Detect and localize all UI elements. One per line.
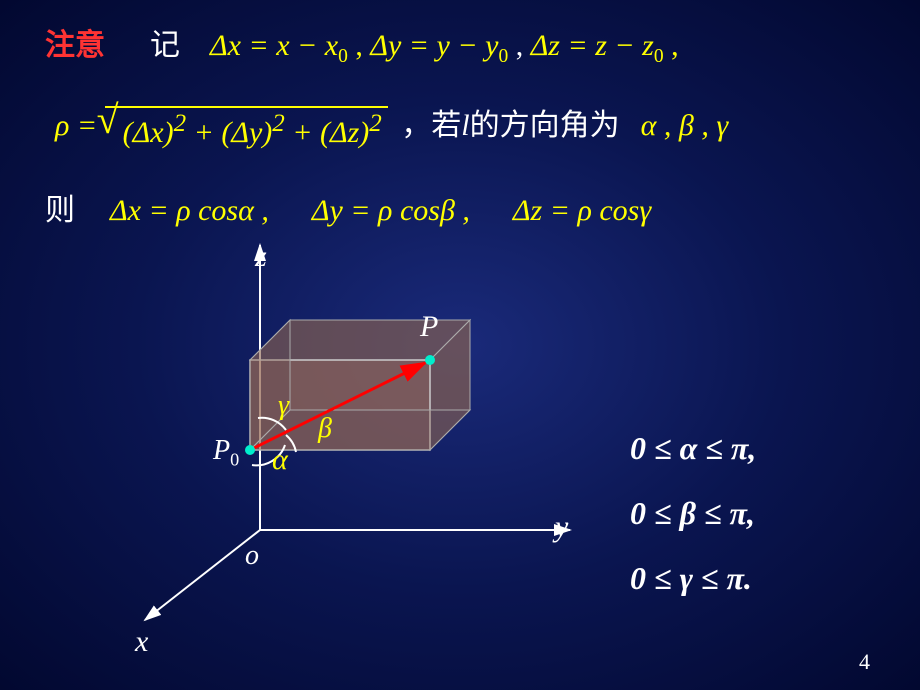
x-axis xyxy=(145,530,260,620)
page-number: 4 xyxy=(859,649,870,675)
eq-dy: Δy = y − y0 xyxy=(370,29,508,62)
beta-label: β xyxy=(318,413,332,445)
after-text: ，若l的方向角为 xyxy=(401,109,619,142)
ineq-beta: 0 ≤ β ≤ π, xyxy=(630,495,755,532)
attention-label: 注意 xyxy=(45,29,105,62)
ineq-alpha: 0 ≤ α ≤ π, xyxy=(630,430,756,467)
then-label: 则 xyxy=(45,194,75,227)
eq-dx: Δx = x − x0 xyxy=(210,29,348,62)
point-p xyxy=(425,355,435,365)
y-label: y xyxy=(555,510,568,544)
comma1: , xyxy=(355,29,370,62)
ineq-gamma: 0 ≤ γ ≤ π. xyxy=(630,560,752,597)
angles: α , β , γ xyxy=(641,109,729,142)
point-p0 xyxy=(245,445,255,455)
gamma-label: γ xyxy=(278,390,289,422)
diagram-3d xyxy=(90,230,610,650)
origin-label: o xyxy=(245,540,259,572)
z-label: z xyxy=(255,240,267,274)
eq-dy-cos: Δy = ρ cosβ , xyxy=(312,194,470,227)
comma2: , xyxy=(516,29,531,62)
comma3: , xyxy=(671,29,679,62)
p0-label: P0 xyxy=(213,435,239,471)
eq-dz-cos: Δz = ρ cosγ xyxy=(513,194,651,227)
eq-dz: Δz = z − z0 xyxy=(531,29,664,62)
sqrt-body: (Δx)2 + (Δy)2 + (Δz)2 xyxy=(105,106,388,150)
alpha-label: α xyxy=(272,443,288,477)
eq-dx-cos: Δx = ρ cosα , xyxy=(110,194,269,227)
note-label: 记 xyxy=(150,29,180,62)
sqrt-sign: √ xyxy=(97,96,119,143)
p-label: P xyxy=(420,310,438,344)
x-label: x xyxy=(135,625,148,659)
